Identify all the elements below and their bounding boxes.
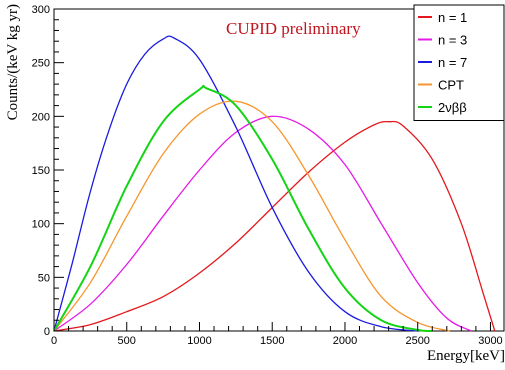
x-tick-label: 1500 <box>260 335 284 347</box>
y-axis-title: Counts/(keV kg yr) <box>5 4 21 120</box>
legend-label: n = 3 <box>438 33 467 48</box>
legend-label: n = 7 <box>438 55 467 70</box>
legend-label: n = 1 <box>438 10 467 25</box>
x-tick-label: 2000 <box>333 335 357 347</box>
y-tick-label: 0 <box>44 326 50 338</box>
y-tick-label: 300 <box>32 4 50 16</box>
chart-annotation: CUPID preliminary <box>226 19 361 38</box>
series-line-5 <box>54 86 432 331</box>
x-tick-label: 1000 <box>187 335 211 347</box>
series-line-1 <box>54 121 495 331</box>
x-axis-title: Energy[keV] <box>427 348 505 364</box>
y-tick-label: 50 <box>38 272 50 284</box>
y-axis: 0 50 100 150 200 250 300 <box>32 4 64 338</box>
legend-label: CPT <box>438 78 464 93</box>
x-axis: 0 500 1000 1500 2000 2500 3000 <box>51 322 503 347</box>
y-tick-label: 250 <box>32 58 50 70</box>
x-tick-label: 2500 <box>405 335 429 347</box>
y-tick-label: 150 <box>32 165 50 177</box>
x-tick-label: 3000 <box>478 335 502 347</box>
legend-label: 2νββ <box>438 100 467 115</box>
series-line-3 <box>54 36 418 331</box>
y-tick-label: 200 <box>32 111 50 123</box>
y-tick-label: 100 <box>32 219 50 231</box>
legend: n = 1 n = 3 n = 7 CPT 2νββ <box>414 5 504 121</box>
series-line-2 <box>54 116 472 331</box>
x-tick-label: 500 <box>118 335 136 347</box>
x-tick-label: 0 <box>51 335 57 347</box>
